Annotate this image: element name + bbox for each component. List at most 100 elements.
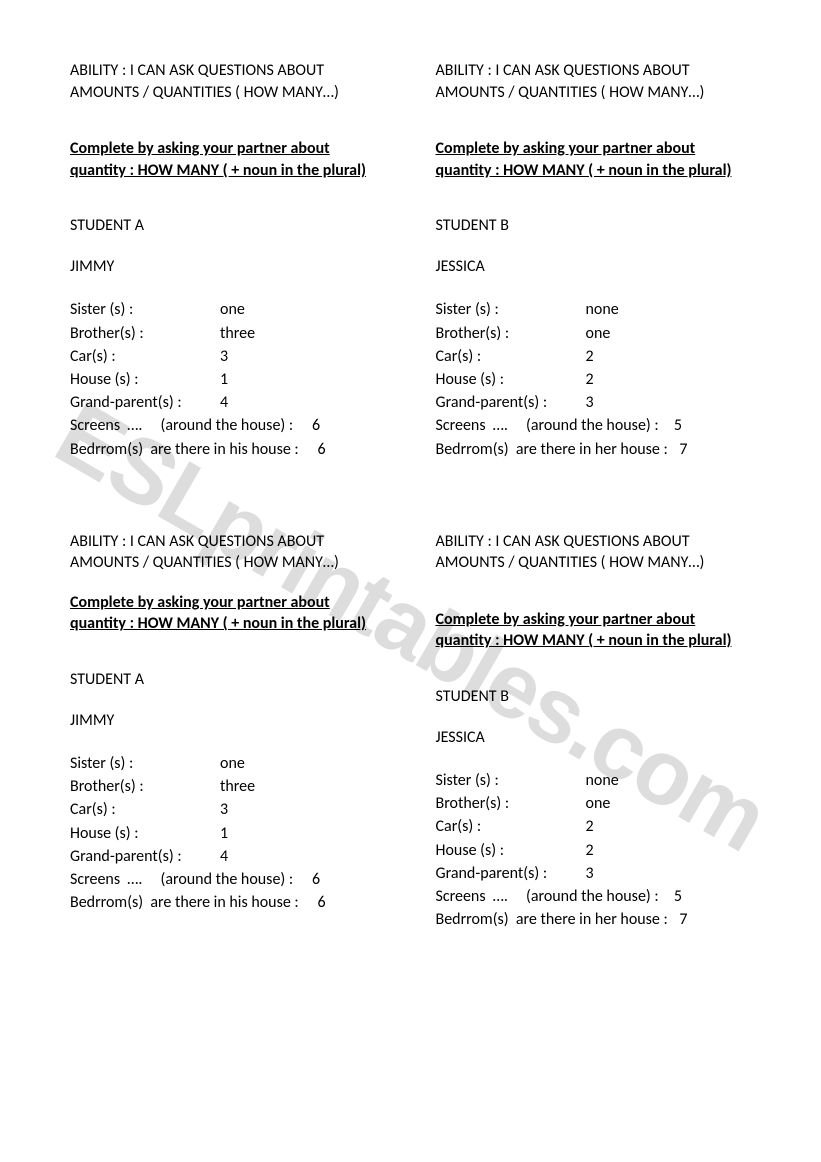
row-label: Grand-parent(s) : (436, 862, 586, 885)
person-name: JESSICA (436, 257, 772, 276)
worksheet-card: ABILITY : I CAN ASK QUESTIONS ABOUT AMOU… (70, 60, 406, 461)
instruction-heading: Complete by asking your partner about qu… (70, 592, 406, 635)
ability-heading: ABILITY : I CAN ASK QUESTIONS ABOUT AMOU… (436, 60, 772, 103)
row-value: one (586, 792, 611, 815)
row-value: 2 (586, 839, 594, 862)
row-value: one (586, 322, 611, 345)
data-row: Grand-parent(s) :4 (70, 845, 406, 868)
row-value: 2 (586, 368, 594, 391)
row-label: Brother(s) : (436, 792, 586, 815)
row-label: House (s) : (436, 839, 586, 862)
row-value: three (220, 322, 255, 345)
data-row: House (s) :2 (436, 368, 772, 391)
data-row: Screens …. (around the house) : 6 (70, 414, 406, 437)
data-row: House (s) :1 (70, 822, 406, 845)
row-value: 3 (220, 345, 228, 368)
ability-heading: ABILITY : I CAN ASK QUESTIONS ABOUT AMOU… (70, 531, 406, 574)
data-rows: Sister (s) :one Brother(s) :three Car(s)… (70, 298, 406, 460)
row-label: Car(s) : (70, 345, 220, 368)
row-label: House (s) : (436, 368, 586, 391)
data-row: Car(s) :2 (436, 345, 772, 368)
data-row: Grand-parent(s) :4 (70, 391, 406, 414)
row-label: House (s) : (70, 822, 220, 845)
data-row: House (s) :1 (70, 368, 406, 391)
row-value: 4 (220, 391, 228, 414)
row-label: Brother(s) : (436, 322, 586, 345)
row-value: three (220, 775, 255, 798)
ability-line: ABILITY : I CAN ASK QUESTIONS ABOUT (436, 60, 772, 82)
row-label: Bedrrom(s) are there in his house : (70, 438, 318, 461)
ability-heading: ABILITY : I CAN ASK QUESTIONS ABOUT AMOU… (436, 531, 772, 574)
person-name: JIMMY (70, 257, 406, 276)
row-value: 6 (318, 891, 326, 914)
data-rows: Sister (s) :none Brother(s) :one Car(s) … (436, 298, 772, 460)
instruction-line: quantity : HOW MANY ( + noun in the plur… (436, 160, 772, 182)
instruction-heading: Complete by asking your partner about qu… (436, 138, 772, 181)
student-label: STUDENT B (436, 687, 772, 706)
data-row: Bedrrom(s) are there in his house : 6 (70, 891, 406, 914)
row-value: 7 (679, 438, 687, 461)
row-value: 5 (674, 414, 682, 437)
instruction-line: Complete by asking your partner about (436, 609, 772, 631)
row-label: House (s) : (70, 368, 220, 391)
instruction-line: Complete by asking your partner about (70, 592, 406, 614)
row-value: 6 (312, 868, 320, 891)
row-value: 3 (586, 391, 594, 414)
instruction-line: quantity : HOW MANY ( + noun in the plur… (436, 630, 772, 652)
data-row: Screens …. (around the house) : 5 (436, 885, 772, 908)
ability-line: AMOUNTS / QUANTITIES ( HOW MANY…) (70, 82, 406, 104)
row-label: Sister (s) : (436, 298, 586, 321)
data-row: Brother(s) :three (70, 322, 406, 345)
worksheet-grid: ABILITY : I CAN ASK QUESTIONS ABOUT AMOU… (70, 60, 771, 931)
row-value: none (586, 769, 619, 792)
person-name: JESSICA (436, 728, 772, 747)
data-row: Car(s) :2 (436, 815, 772, 838)
row-value: 1 (220, 368, 228, 391)
ability-line: AMOUNTS / QUANTITIES ( HOW MANY…) (436, 552, 772, 574)
row-label: Bedrrom(s) are there in her house : (436, 438, 680, 461)
row-value: 3 (220, 798, 228, 821)
instruction-heading: Complete by asking your partner about qu… (436, 609, 772, 652)
row-label: Grand-parent(s) : (70, 391, 220, 414)
row-label: Car(s) : (436, 345, 586, 368)
row-value: 5 (674, 885, 682, 908)
row-label: Screens …. (around the house) : (436, 414, 674, 437)
row-label: Brother(s) : (70, 775, 220, 798)
row-label: Sister (s) : (436, 769, 586, 792)
row-value: 2 (586, 815, 594, 838)
data-row: Screens …. (around the house) : 5 (436, 414, 772, 437)
data-row: House (s) :2 (436, 839, 772, 862)
data-row: Sister (s) :one (70, 298, 406, 321)
row-label: Grand-parent(s) : (436, 391, 586, 414)
data-row: Grand-parent(s) :3 (436, 862, 772, 885)
student-label: STUDENT B (436, 216, 772, 235)
data-row: Car(s) :3 (70, 798, 406, 821)
row-label: Brother(s) : (70, 322, 220, 345)
instruction-line: quantity : HOW MANY ( + noun in the plur… (70, 613, 406, 635)
data-row: Bedrrom(s) are there in her house : 7 (436, 908, 772, 931)
data-row: Car(s) :3 (70, 345, 406, 368)
data-row: Screens …. (around the house) : 6 (70, 868, 406, 891)
row-value: one (220, 752, 245, 775)
row-value: one (220, 298, 245, 321)
row-label: Grand-parent(s) : (70, 845, 220, 868)
row-label: Screens …. (around the house) : (70, 414, 312, 437)
data-row: Sister (s) :none (436, 769, 772, 792)
row-label: Bedrrom(s) are there in her house : (436, 908, 680, 931)
data-rows: Sister (s) :none Brother(s) :one Car(s) … (436, 769, 772, 931)
row-value: 3 (586, 862, 594, 885)
row-label: Car(s) : (70, 798, 220, 821)
row-value: 6 (312, 414, 320, 437)
worksheet-card: ABILITY : I CAN ASK QUESTIONS ABOUT AMOU… (436, 60, 772, 461)
data-row: Bedrrom(s) are there in his house : 6 (70, 438, 406, 461)
row-label: Sister (s) : (70, 298, 220, 321)
person-name: JIMMY (70, 711, 406, 730)
row-label: Bedrrom(s) are there in his house : (70, 891, 318, 914)
ability-line: AMOUNTS / QUANTITIES ( HOW MANY…) (436, 82, 772, 104)
data-row: Sister (s) :one (70, 752, 406, 775)
ability-line: AMOUNTS / QUANTITIES ( HOW MANY…) (70, 552, 406, 574)
instruction-line: quantity : HOW MANY ( + noun in the plur… (70, 160, 406, 182)
worksheet-card: ABILITY : I CAN ASK QUESTIONS ABOUT AMOU… (436, 531, 772, 932)
data-row: Grand-parent(s) :3 (436, 391, 772, 414)
row-label: Screens …. (around the house) : (70, 868, 312, 891)
